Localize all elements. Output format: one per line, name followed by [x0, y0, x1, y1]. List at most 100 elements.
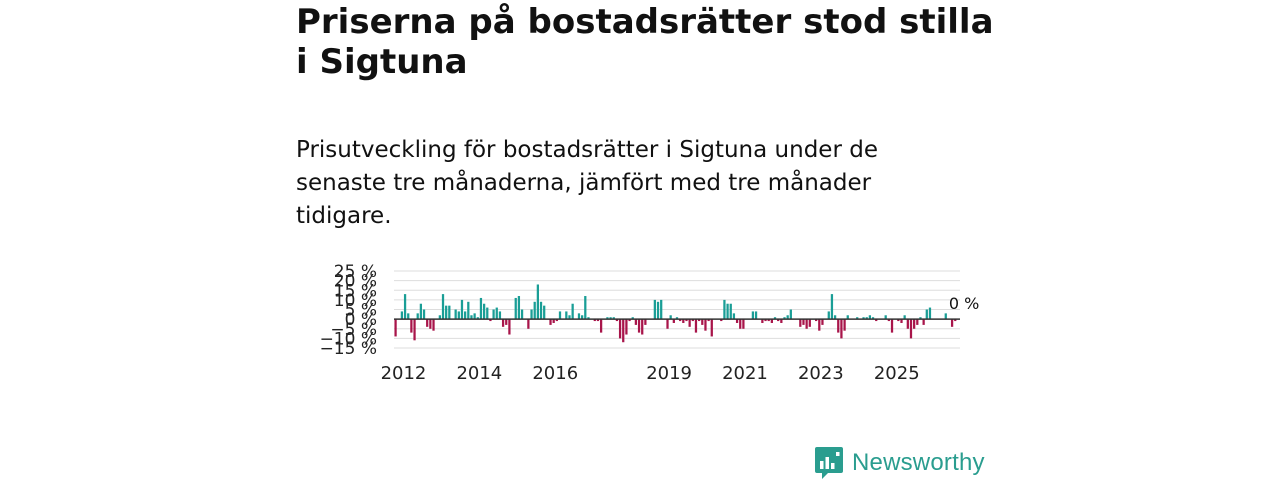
bar	[515, 298, 517, 319]
newsworthy-logo-icon	[814, 446, 844, 480]
bar	[818, 319, 820, 331]
x-tick-label: 2025	[874, 363, 920, 384]
bar	[916, 319, 918, 325]
bar	[492, 310, 494, 320]
bar	[499, 311, 501, 319]
bar	[739, 319, 741, 329]
bar	[689, 319, 691, 327]
y-tick-label: −15 %	[320, 339, 377, 359]
bar	[619, 319, 621, 338]
bar	[423, 310, 425, 320]
bar	[635, 319, 637, 325]
grid-layer	[394, 271, 960, 348]
bar	[913, 319, 915, 329]
bar	[527, 319, 529, 329]
bar	[926, 310, 928, 320]
bar	[572, 304, 574, 319]
bar	[704, 319, 706, 331]
bar	[657, 302, 659, 319]
bar	[442, 294, 444, 319]
x-tick-label: 2019	[646, 363, 692, 384]
bar	[455, 310, 457, 320]
bar	[540, 302, 542, 319]
bar	[790, 310, 792, 320]
bar	[799, 319, 801, 327]
bar	[464, 311, 466, 319]
bar	[802, 319, 804, 325]
bar	[752, 311, 754, 319]
bar	[701, 319, 703, 325]
bar	[543, 306, 545, 319]
bar	[461, 300, 463, 319]
bar	[923, 319, 925, 325]
bar	[413, 319, 415, 340]
bar	[723, 300, 725, 319]
bar	[951, 319, 953, 327]
bar	[654, 300, 656, 319]
bar	[549, 319, 551, 325]
bar	[559, 311, 561, 319]
bar	[660, 300, 662, 319]
x-tick-label: 2012	[381, 363, 427, 384]
x-tick-label: 2016	[532, 363, 578, 384]
brand-name: Newsworthy	[852, 449, 985, 477]
bar	[404, 294, 406, 319]
bar	[496, 308, 498, 320]
bar	[809, 319, 811, 327]
bar	[726, 304, 728, 319]
bar	[426, 319, 428, 327]
bar	[831, 294, 833, 319]
price-change-bar-chart: 25 %20 %15 %10 %5 %0 %−5 %−10 %−15 %2012…	[0, 0, 1280, 400]
latest-value-label: 0 %	[949, 294, 979, 313]
bar	[600, 319, 602, 332]
bar	[730, 304, 732, 319]
bar-layer	[394, 284, 956, 342]
bar	[502, 319, 504, 327]
bar	[907, 319, 909, 329]
bar	[644, 319, 646, 325]
bar	[733, 313, 735, 319]
bar	[625, 319, 627, 334]
bar	[537, 284, 539, 319]
bar	[534, 302, 536, 319]
bar	[641, 319, 643, 334]
bar	[432, 319, 434, 331]
bar	[420, 304, 422, 319]
bar	[840, 319, 842, 338]
bar	[584, 296, 586, 319]
bar	[417, 313, 419, 319]
bar	[508, 319, 510, 334]
x-tick-label: 2023	[798, 363, 844, 384]
bar	[806, 319, 808, 329]
bar	[837, 319, 839, 332]
bar	[505, 319, 507, 325]
x-tick-label: 2014	[456, 363, 502, 384]
bar	[828, 311, 830, 319]
bar	[458, 311, 460, 319]
bar	[480, 298, 482, 319]
bar	[521, 310, 523, 320]
bar	[401, 311, 403, 319]
bar	[821, 319, 823, 325]
bar	[474, 313, 476, 319]
bar	[711, 319, 713, 336]
newsworthy-brand[interactable]: Newsworthy	[814, 445, 985, 481]
x-tick-label: 2021	[722, 363, 768, 384]
bar	[695, 319, 697, 332]
bar	[565, 311, 567, 319]
bar	[945, 313, 947, 319]
bar	[578, 313, 580, 319]
bar	[530, 310, 532, 320]
bar	[843, 319, 845, 331]
bar	[407, 313, 409, 319]
bar	[891, 319, 893, 332]
bar	[486, 308, 488, 320]
bar	[467, 302, 469, 319]
bar	[394, 319, 396, 336]
bar	[910, 319, 912, 338]
bar	[410, 319, 412, 332]
bar	[638, 319, 640, 332]
bar	[666, 319, 668, 329]
bar	[448, 306, 450, 319]
bar	[755, 311, 757, 319]
